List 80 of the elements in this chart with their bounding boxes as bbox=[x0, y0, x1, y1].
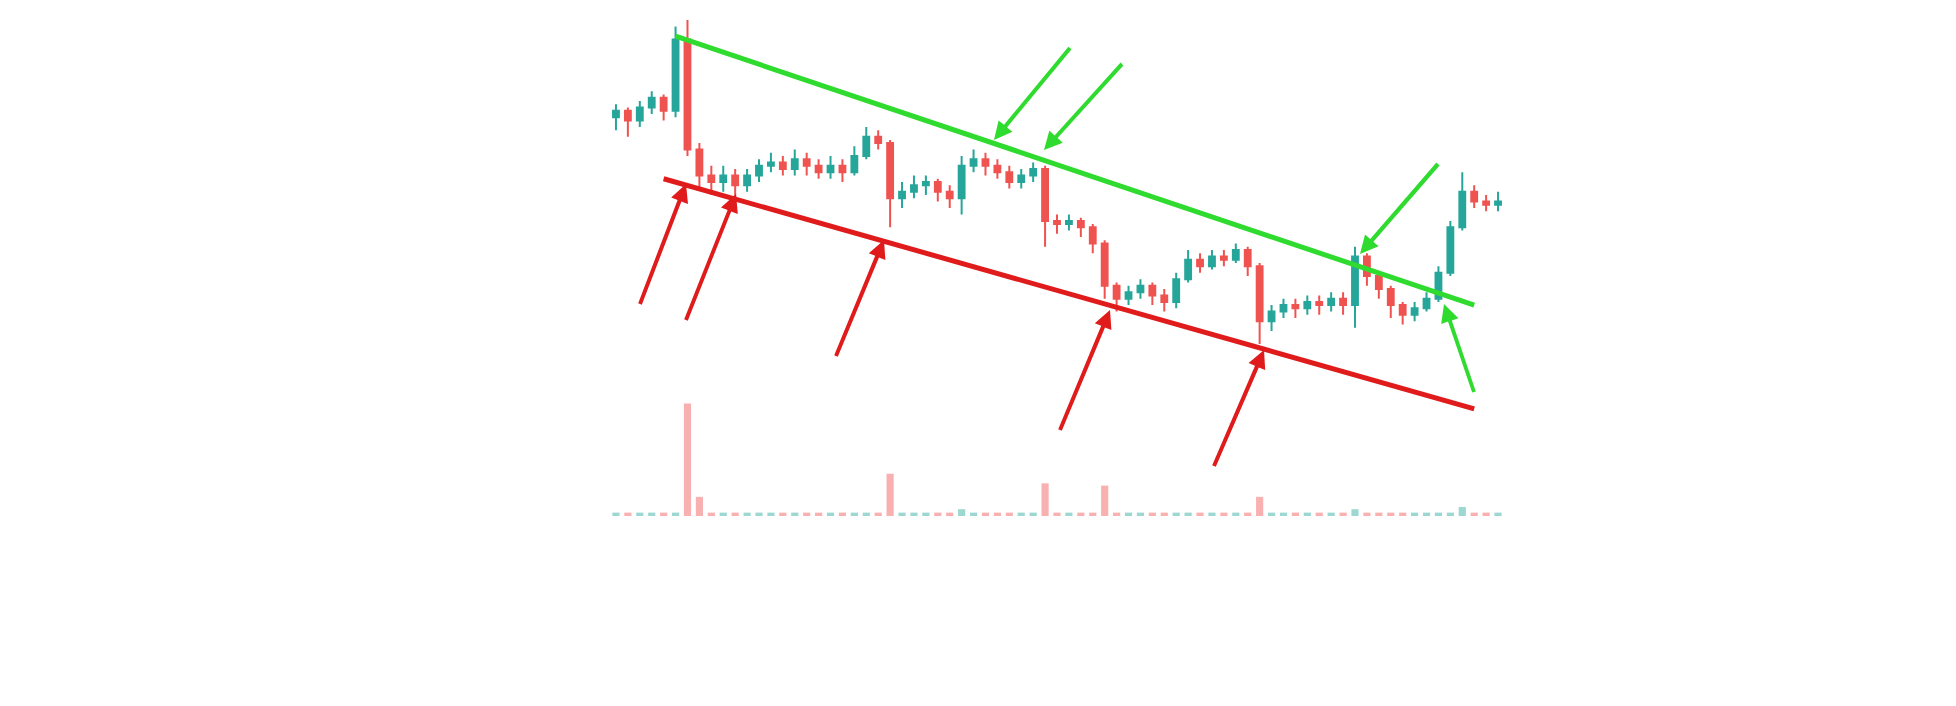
candlestick bbox=[1398, 300, 1407, 326]
candlestick bbox=[1196, 252, 1204, 274]
bar bbox=[958, 509, 966, 516]
candlestick bbox=[1470, 184, 1479, 209]
bar bbox=[1041, 483, 1049, 516]
candlestick bbox=[1029, 161, 1038, 183]
candlestick bbox=[767, 151, 775, 174]
candlestick bbox=[850, 145, 859, 177]
candlestick bbox=[838, 158, 847, 183]
candlestick bbox=[969, 148, 978, 174]
candlestick bbox=[671, 25, 680, 119]
candlestick bbox=[790, 148, 799, 177]
candlestick bbox=[707, 164, 716, 196]
candlestick bbox=[1327, 291, 1336, 313]
candlestick bbox=[1088, 223, 1097, 255]
candlestick bbox=[1494, 190, 1502, 213]
candlestick bbox=[1446, 219, 1455, 277]
bar bbox=[1458, 507, 1466, 516]
candlestick bbox=[647, 90, 656, 115]
candlestick bbox=[898, 181, 906, 209]
candlestick bbox=[1231, 242, 1240, 264]
candlestick bbox=[635, 100, 644, 128]
candlestick bbox=[910, 174, 918, 200]
candlestick bbox=[1219, 249, 1228, 268]
bar bbox=[1351, 509, 1359, 516]
candlestick bbox=[1291, 297, 1300, 320]
candlestick bbox=[933, 177, 942, 203]
candlestick bbox=[1005, 164, 1014, 190]
candlestick bbox=[1482, 193, 1491, 213]
bar bbox=[886, 473, 894, 516]
candlestick bbox=[623, 106, 632, 138]
candlestick bbox=[1208, 249, 1216, 271]
candlestick bbox=[1458, 171, 1467, 232]
candlestick bbox=[1017, 168, 1026, 190]
candlestick bbox=[1351, 245, 1359, 329]
candlestick bbox=[695, 142, 704, 190]
candlestick bbox=[1053, 213, 1061, 235]
candlestick bbox=[1315, 294, 1324, 316]
candlestick bbox=[945, 184, 954, 209]
candlestick bbox=[862, 125, 871, 161]
candlestick bbox=[1041, 164, 1049, 248]
candlestick bbox=[1303, 294, 1312, 316]
candlestick bbox=[1374, 271, 1383, 300]
candlestick bbox=[755, 158, 763, 183]
candlestick bbox=[1184, 249, 1193, 284]
candlestick bbox=[1136, 278, 1145, 300]
candlestick bbox=[1076, 216, 1085, 239]
bar bbox=[683, 403, 692, 516]
candlestick bbox=[957, 155, 966, 216]
candlestick bbox=[659, 93, 668, 122]
candlestick bbox=[1065, 213, 1073, 232]
candlestick bbox=[874, 129, 883, 151]
candlestick bbox=[1100, 239, 1109, 300]
candlestick bbox=[1172, 271, 1181, 310]
candlestick bbox=[1124, 284, 1133, 307]
candlestick bbox=[993, 158, 1002, 180]
candlestick bbox=[778, 155, 787, 177]
candlestick bbox=[1410, 300, 1419, 323]
candlestick bbox=[921, 174, 930, 196]
candlestick bbox=[1148, 281, 1157, 307]
candlestick bbox=[1279, 297, 1288, 320]
bar bbox=[1101, 485, 1109, 516]
bar bbox=[1256, 496, 1264, 516]
candlestick bbox=[802, 151, 811, 177]
candlestick bbox=[1255, 262, 1264, 345]
candlestick bbox=[886, 138, 895, 229]
candlestick bbox=[1422, 291, 1431, 313]
bar bbox=[695, 496, 703, 516]
candlestick bbox=[1386, 284, 1395, 320]
candlestick bbox=[814, 158, 823, 180]
candlestick bbox=[981, 151, 990, 177]
candlestick bbox=[1243, 245, 1252, 277]
candlestick bbox=[826, 155, 835, 180]
candlestick bbox=[612, 103, 620, 132]
candlestick bbox=[1339, 291, 1347, 316]
candlestick bbox=[743, 168, 751, 193]
candlestick bbox=[1160, 287, 1169, 313]
candlestick bbox=[1267, 304, 1276, 333]
candlestick bbox=[719, 164, 728, 193]
candlestick bbox=[1112, 281, 1121, 313]
